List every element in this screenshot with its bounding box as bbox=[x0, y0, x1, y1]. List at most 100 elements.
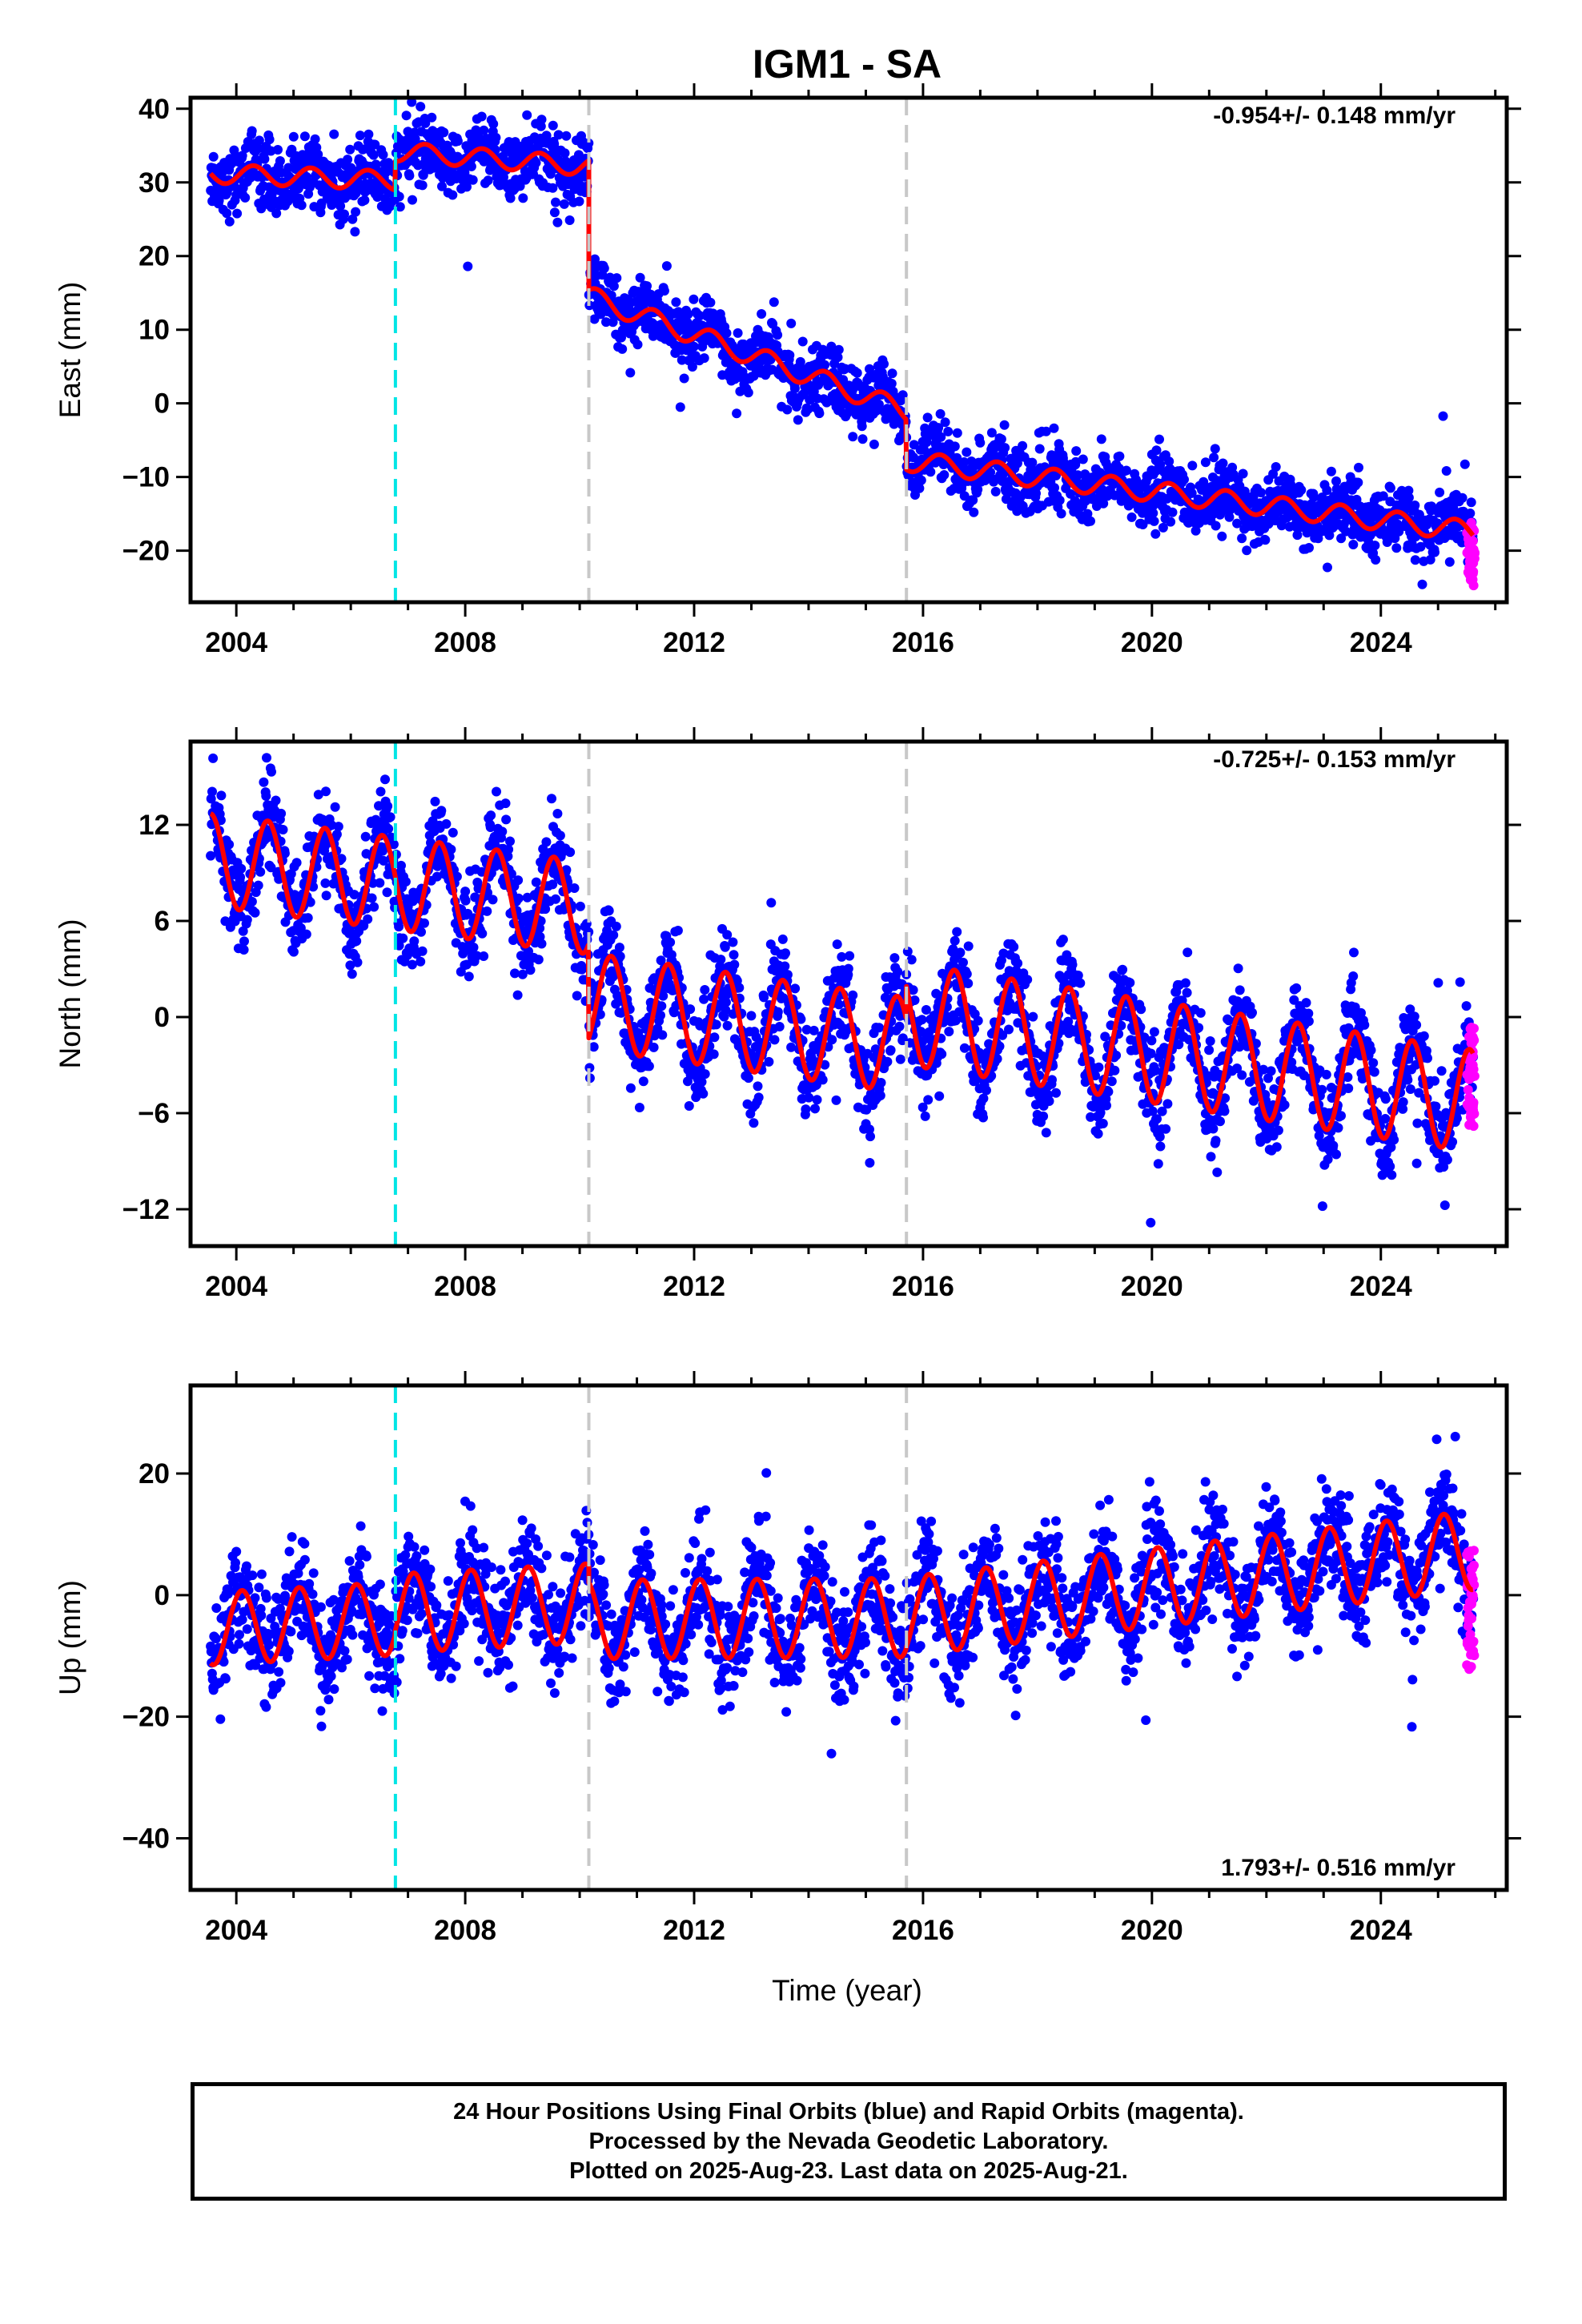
data-point bbox=[385, 812, 396, 822]
data-point bbox=[1237, 533, 1247, 544]
data-point bbox=[335, 201, 346, 211]
data-point bbox=[441, 818, 452, 829]
data-point bbox=[952, 428, 962, 438]
data-point bbox=[518, 193, 528, 203]
data-point bbox=[814, 408, 825, 419]
data-point bbox=[264, 135, 275, 145]
x-tick-label: 2004 bbox=[205, 627, 267, 658]
data-point bbox=[634, 1103, 644, 1112]
data-point bbox=[1291, 983, 1302, 993]
data-point bbox=[247, 896, 257, 907]
x-tick-label: 2012 bbox=[663, 627, 725, 658]
data-point bbox=[206, 794, 216, 804]
data-point bbox=[1151, 445, 1162, 456]
data-point bbox=[644, 1061, 654, 1072]
data-point bbox=[303, 913, 313, 923]
data-point bbox=[944, 1027, 954, 1037]
data-point bbox=[852, 368, 862, 378]
data-point bbox=[549, 207, 560, 218]
data-point bbox=[769, 297, 779, 308]
data-point bbox=[533, 955, 544, 965]
east-panel: 2004 2008 2012 2016 2020 2024−20−10010203040E… bbox=[54, 83, 1521, 658]
data-point bbox=[536, 115, 547, 125]
data-point bbox=[876, 1078, 886, 1088]
data-point bbox=[699, 994, 709, 1004]
data-point bbox=[1425, 554, 1435, 565]
data-point bbox=[1403, 485, 1414, 496]
data-point bbox=[857, 421, 867, 432]
data-point bbox=[517, 969, 528, 979]
data-point bbox=[320, 878, 331, 888]
data-point bbox=[436, 806, 447, 816]
data-point bbox=[551, 894, 560, 904]
data-point bbox=[208, 753, 219, 763]
y-tick-label: 0 bbox=[155, 388, 170, 420]
data-point bbox=[1435, 487, 1445, 497]
data-point bbox=[1303, 1016, 1314, 1027]
data-point bbox=[468, 175, 478, 185]
data-point bbox=[728, 937, 738, 947]
data-point bbox=[350, 227, 360, 237]
data-point bbox=[503, 851, 513, 862]
data-point bbox=[276, 808, 287, 818]
data-point bbox=[1022, 975, 1033, 985]
data-point bbox=[695, 311, 705, 321]
data-point bbox=[254, 135, 264, 146]
data-point bbox=[482, 906, 492, 916]
data-point bbox=[271, 208, 282, 219]
data-point bbox=[632, 340, 643, 350]
data-point bbox=[999, 420, 1010, 430]
data-point bbox=[574, 196, 584, 207]
data-point bbox=[874, 1023, 885, 1033]
data-point bbox=[848, 990, 858, 1000]
data-point bbox=[729, 959, 740, 970]
data-point bbox=[684, 1101, 694, 1111]
data-point bbox=[1125, 978, 1135, 988]
data-point bbox=[1195, 1007, 1206, 1018]
data-point bbox=[483, 175, 493, 186]
data-point bbox=[1218, 458, 1228, 468]
data-point bbox=[363, 914, 373, 924]
data-point bbox=[551, 197, 560, 207]
data-point bbox=[416, 927, 426, 937]
data-point bbox=[996, 434, 1006, 444]
data-point bbox=[1237, 1070, 1247, 1080]
data-point bbox=[238, 926, 248, 936]
data-point bbox=[973, 1015, 983, 1026]
data-point bbox=[595, 1009, 605, 1019]
data-point bbox=[968, 495, 978, 505]
data-point bbox=[288, 947, 299, 957]
y-tick-label: −10 bbox=[122, 462, 170, 493]
data-point bbox=[990, 486, 1001, 497]
data-point bbox=[468, 943, 479, 952]
data-point bbox=[460, 895, 471, 906]
data-point bbox=[240, 192, 251, 203]
data-point bbox=[879, 359, 889, 369]
data-point bbox=[923, 1095, 934, 1105]
data-point bbox=[1158, 522, 1168, 533]
x-tick-label: 2008 bbox=[434, 627, 496, 658]
data-point bbox=[821, 397, 832, 408]
data-point bbox=[416, 956, 426, 967]
data-point bbox=[1146, 1217, 1156, 1228]
data-point bbox=[1121, 465, 1131, 476]
data-point bbox=[773, 1007, 783, 1017]
data-point bbox=[1194, 1023, 1204, 1033]
model-line bbox=[208, 142, 1476, 539]
data-point bbox=[986, 467, 996, 477]
data-point bbox=[224, 839, 235, 850]
data-point bbox=[1417, 579, 1427, 589]
data-point bbox=[488, 119, 499, 129]
data-point bbox=[1256, 488, 1266, 498]
y-axis-label: East (mm) bbox=[54, 282, 86, 419]
data-point bbox=[721, 1005, 731, 1015]
data-point bbox=[224, 216, 235, 227]
data-point bbox=[743, 388, 753, 398]
data-point bbox=[608, 930, 619, 940]
data-point bbox=[612, 273, 622, 283]
data-point bbox=[1153, 1159, 1163, 1169]
data-point bbox=[615, 951, 625, 962]
data-point bbox=[869, 439, 879, 449]
data-point bbox=[214, 195, 224, 206]
